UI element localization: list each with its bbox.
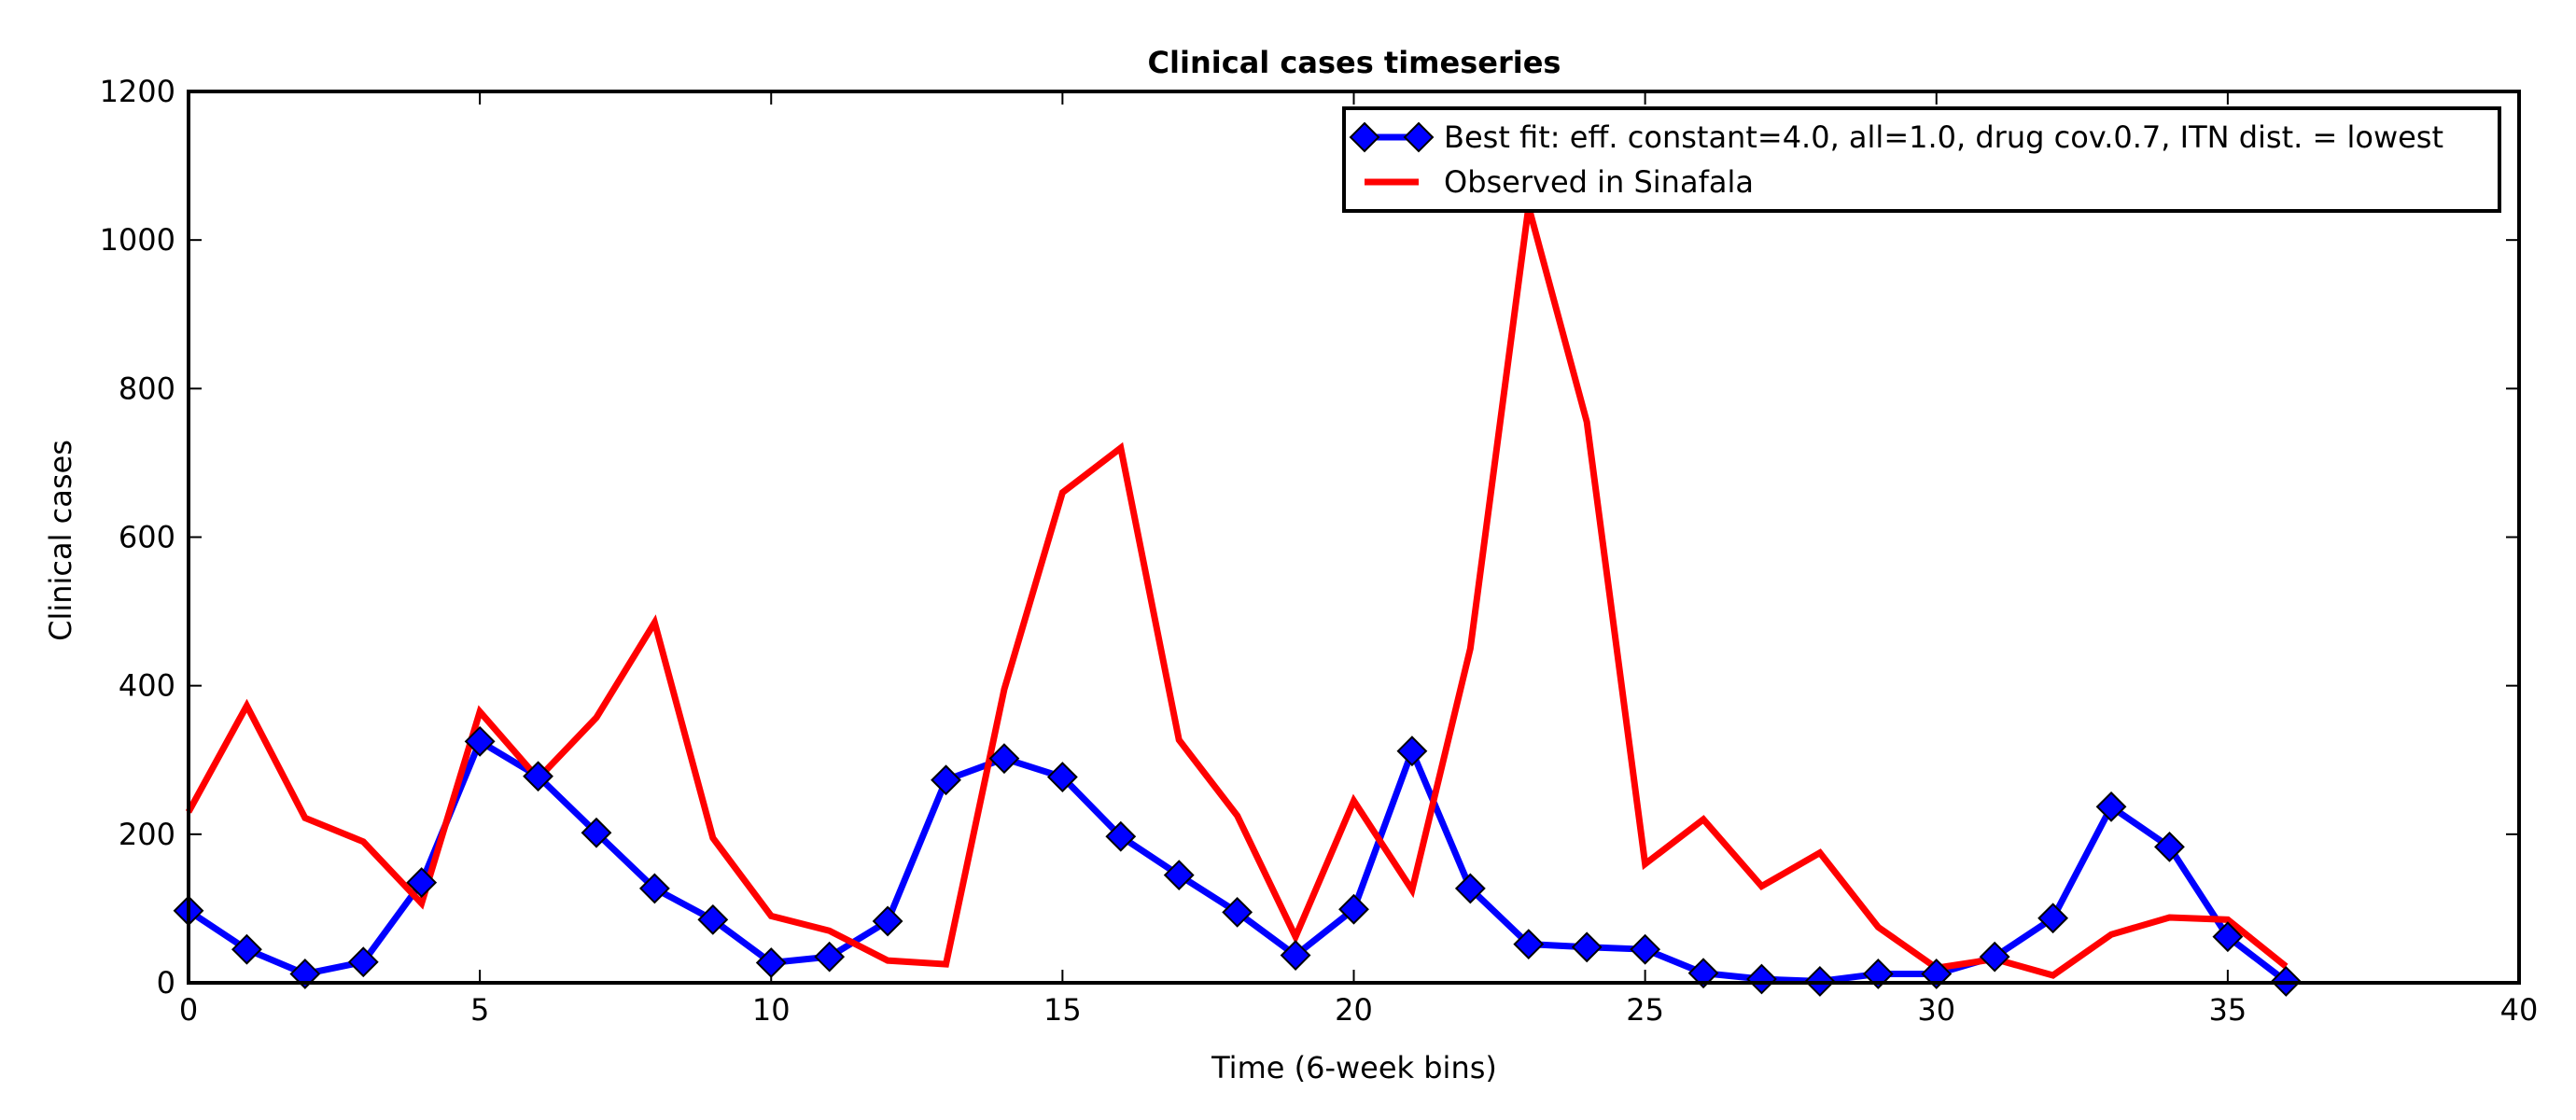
data-point-best-fit bbox=[231, 933, 262, 965]
legend: Best fit: eff. constant=4.0, all=1.0, dr… bbox=[1342, 106, 2501, 213]
x-tick-label: 15 bbox=[1043, 992, 1082, 1028]
data-point-best-fit bbox=[1921, 959, 1953, 989]
y-tick-label: 1000 bbox=[100, 222, 175, 258]
legend-box bbox=[1342, 106, 2501, 213]
data-point-best-fit bbox=[1979, 941, 2010, 973]
series-line-observed bbox=[185, 205, 2289, 979]
x-tick-label: 25 bbox=[1626, 992, 1664, 1028]
data-point-best-fit bbox=[638, 873, 670, 904]
data-point-best-fit bbox=[872, 905, 903, 937]
data-point-best-fit bbox=[2037, 903, 2069, 934]
data-point-best-fit bbox=[347, 946, 379, 978]
data-point-best-fit bbox=[289, 959, 321, 989]
series-layer bbox=[173, 205, 2302, 997]
data-point-best-fit bbox=[1338, 893, 1369, 925]
data-point-best-fit bbox=[1046, 762, 1078, 792]
x-axis-label: Time (6-week bins) bbox=[1211, 1050, 1497, 1085]
data-point-best-fit bbox=[1222, 896, 1253, 928]
data-point-best-fit bbox=[1454, 873, 1486, 904]
x-tick-label: 5 bbox=[470, 992, 489, 1028]
data-point-best-fit bbox=[1105, 820, 1137, 852]
x-tick-label: 20 bbox=[1335, 992, 1373, 1028]
data-point-best-fit bbox=[1396, 735, 1428, 767]
data-point-best-fit bbox=[1862, 959, 1894, 989]
legend-label-best-fit: Best fit: eff. constant=4.0, all=1.0, dr… bbox=[1444, 119, 2443, 155]
y-tick-label: 800 bbox=[119, 371, 175, 406]
data-point-best-fit bbox=[464, 725, 496, 757]
data-point-best-fit bbox=[1571, 931, 1603, 963]
data-point-best-fit bbox=[1746, 963, 1777, 995]
y-tick-label: 0 bbox=[157, 965, 175, 1001]
chart-title: Clinical cases timeseries bbox=[1148, 45, 1561, 80]
x-tick-label: 40 bbox=[2500, 992, 2539, 1028]
data-point-best-fit bbox=[1280, 940, 1311, 971]
data-point-best-fit bbox=[581, 817, 612, 848]
data-point-best-fit bbox=[2212, 921, 2244, 953]
data-point-best-fit bbox=[2095, 791, 2127, 822]
x-tick-label: 0 bbox=[179, 992, 198, 1028]
data-point-best-fit bbox=[1163, 860, 1195, 891]
data-point-best-fit bbox=[697, 903, 729, 935]
data-point-best-fit bbox=[814, 941, 846, 973]
x-tick-label: 10 bbox=[752, 992, 791, 1028]
y-tick-label: 200 bbox=[119, 817, 175, 852]
data-point-best-fit bbox=[1513, 929, 1545, 960]
data-point-best-fit bbox=[1687, 958, 1719, 989]
data-point-best-fit bbox=[755, 947, 787, 978]
x-tick-label: 30 bbox=[1917, 992, 1955, 1028]
x-tick-label: 35 bbox=[2209, 992, 2247, 1028]
data-point-best-fit bbox=[1630, 933, 1661, 965]
y-tick-label: 1200 bbox=[100, 74, 175, 109]
data-point-best-fit bbox=[931, 764, 961, 796]
data-point-best-fit bbox=[406, 867, 438, 898]
series-line-best-fit bbox=[187, 736, 2289, 985]
y-axis-label: Clinical cases bbox=[43, 440, 78, 641]
data-point-best-fit bbox=[988, 743, 1020, 775]
data-point-best-fit bbox=[523, 761, 553, 792]
y-tick-label: 400 bbox=[119, 668, 175, 704]
legend-swatch-marker-best-fit bbox=[1403, 121, 1435, 153]
legend-label-observed: Observed in Sinafala bbox=[1444, 164, 1754, 200]
y-tick-label: 600 bbox=[119, 520, 175, 555]
legend-swatch-marker-best-fit bbox=[1349, 121, 1380, 153]
data-point-best-fit bbox=[2154, 831, 2185, 862]
plot-frame bbox=[187, 90, 2521, 985]
